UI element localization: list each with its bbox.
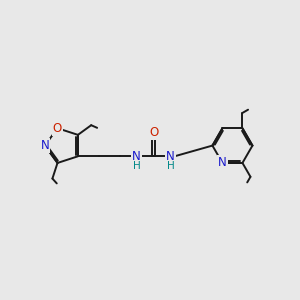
Text: O: O	[149, 126, 158, 139]
Text: H: H	[167, 161, 175, 171]
Text: N: N	[40, 139, 49, 152]
Text: N: N	[166, 150, 175, 163]
Text: O: O	[53, 122, 62, 135]
Text: N: N	[218, 156, 227, 170]
Text: H: H	[133, 161, 140, 171]
Text: N: N	[132, 150, 141, 163]
